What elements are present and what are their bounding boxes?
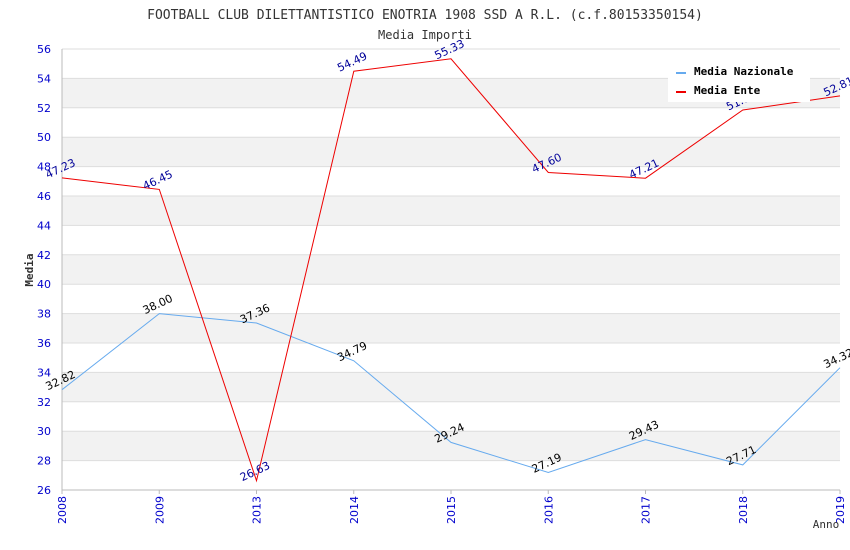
- y-tick-label: 48: [37, 161, 51, 174]
- y-axis-label: Media: [23, 253, 36, 286]
- x-tick-label: 2017: [640, 496, 653, 524]
- y-tick-label: 46: [37, 190, 51, 203]
- x-tick-label: 2019: [834, 496, 847, 524]
- x-axis-label: Anno: [813, 518, 840, 531]
- y-tick-label: 44: [37, 219, 51, 232]
- chart-subtitle: Media Importi: [378, 28, 472, 42]
- y-tick-label: 54: [37, 72, 51, 85]
- legend: Media Nazionale Media Ente: [668, 62, 810, 102]
- y-tick-labels: 26 28 30 32 34 36 38 40 42 44 46 48 50 52 54 56: [37, 43, 51, 497]
- series-line: [61, 58, 841, 483]
- x-tick-label: 2008: [56, 496, 69, 524]
- chart-title: FOOTBALL CLUB DILETTANTISTICO ENOTRIA 19…: [147, 8, 703, 23]
- y-tick-label: 52: [37, 102, 51, 115]
- plot-band: [62, 431, 840, 461]
- y-tick-label: 26: [37, 484, 51, 497]
- x-tick-label: 2013: [251, 496, 264, 524]
- plot-band: [62, 137, 840, 167]
- x-tick-label: 2018: [737, 496, 750, 524]
- legend-box: [668, 62, 810, 102]
- data-label: 34.32: [821, 346, 850, 371]
- y-tick-label: 28: [37, 455, 51, 468]
- legend-label-nazionale: Media Nazionale: [694, 65, 794, 78]
- y-tick-label: 40: [37, 278, 51, 291]
- y-tick-label: 34: [37, 366, 51, 379]
- x-tick-label: 2016: [542, 496, 555, 524]
- data-label: 54.49: [335, 49, 369, 74]
- series-line: [61, 313, 841, 474]
- y-tick-label: 38: [37, 308, 51, 321]
- series-layer: [61, 58, 841, 483]
- x-tick-label: 2015: [445, 496, 458, 524]
- plot-band: [62, 196, 840, 226]
- plot-background-bands: [62, 78, 840, 461]
- x-tick-labels: 2008 2009 2013 2014 2015 2016 2017 2018 2019: [56, 496, 847, 524]
- plot-band: [62, 313, 840, 343]
- plot-band: [62, 372, 840, 402]
- gridlines: [62, 48, 840, 491]
- x-tick-label: 2014: [348, 496, 361, 524]
- y-tick-label: 50: [37, 131, 51, 144]
- y-tick-label: 56: [37, 43, 51, 56]
- data-label: 26.63: [238, 459, 272, 484]
- plot-band: [62, 254, 840, 285]
- y-tick-label: 32: [37, 396, 51, 409]
- axes: [61, 49, 841, 494]
- y-tick-label: 42: [37, 249, 51, 262]
- y-tick-label: 30: [37, 425, 51, 438]
- legend-label-ente: Media Ente: [694, 84, 761, 97]
- y-tick-label: 36: [37, 337, 51, 350]
- x-tick-label: 2009: [153, 496, 166, 524]
